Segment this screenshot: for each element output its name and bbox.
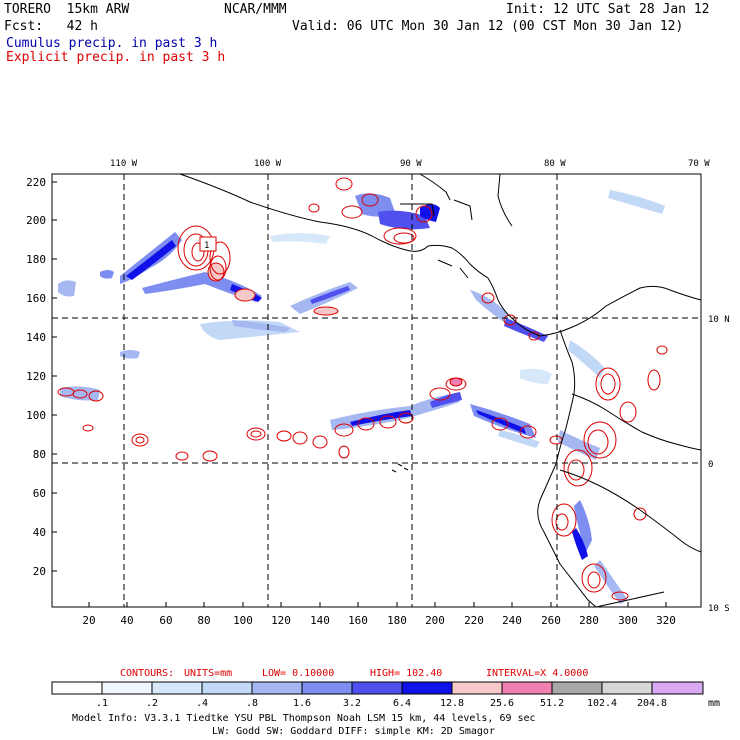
y-tick-label: 200 [26, 214, 46, 227]
x-tick-label: 140 [310, 614, 330, 627]
colorbar-swatch [401, 681, 453, 695]
colorbar-label: 25.6 [490, 698, 514, 709]
colorbar-label: 12.8 [440, 698, 464, 709]
y-tick-label: 120 [26, 370, 46, 383]
y-tick-label: 160 [26, 292, 46, 305]
high-label-box [199, 236, 217, 252]
contours-label: CONTOURS: [120, 668, 174, 679]
lon-label-70w: 70 W [688, 159, 710, 169]
cumulus-precip-shading [58, 190, 665, 604]
contours-interval: INTERVAL=X 4.0000 [486, 668, 588, 679]
colorbar-label: .8 [246, 698, 258, 709]
colorbar-label: 6.4 [393, 698, 411, 709]
colorbar-swatch [51, 681, 103, 695]
colorbar-unit: mm [708, 698, 720, 709]
x-tick-label: 80 [197, 614, 210, 627]
x-tick-label: 180 [387, 614, 407, 627]
colorbar-swatch [351, 681, 403, 695]
y-tick-label: 180 [26, 253, 46, 266]
colorbar-swatch [501, 681, 553, 695]
lon-label-90w: 90 W [400, 159, 422, 169]
colorbar-swatch [101, 681, 153, 695]
contours-high: HIGH= 102.40 [370, 668, 442, 679]
lon-label-110w: 110 W [110, 159, 138, 169]
x-tick-label: 200 [425, 614, 445, 627]
x-ticks [88, 602, 667, 607]
valid-time: Valid: 06 UTC Mon 30 Jan 12 (00 CST Mon … [292, 19, 684, 34]
colorbar-label: 51.2 [540, 698, 564, 709]
y-tick-label: 140 [26, 331, 46, 344]
colorbar-label: .2 [146, 698, 158, 709]
colorbar-label: 204.8 [637, 698, 667, 709]
x-tick-label: 280 [579, 614, 599, 627]
x-tick-label: 160 [348, 614, 368, 627]
graticule [52, 174, 701, 607]
x-tick-label: 220 [464, 614, 484, 627]
y-tick-label: 220 [26, 176, 46, 189]
x-tick-label: 320 [656, 614, 676, 627]
colorbar-swatch [151, 681, 203, 695]
explicit-precip-contours [57, 177, 668, 601]
x-tick-label: 60 [159, 614, 172, 627]
colorbar [51, 681, 704, 695]
cumulus-precip-label: Cumulus precip. in past 3 h [6, 36, 218, 51]
model-title: TORERO 15km ARW [4, 2, 130, 17]
colorbar-swatch [451, 681, 503, 695]
lon-label-100w: 100 W [254, 159, 282, 169]
y-ticks [52, 181, 57, 572]
x-tick-label: 100 [233, 614, 253, 627]
colorbar-swatch [201, 681, 253, 695]
x-tick-label: 260 [541, 614, 561, 627]
forecast-hour: Fcst: 42 h [4, 19, 98, 34]
colorbar-label: 3.2 [343, 698, 361, 709]
lat-label-0: 0 [708, 460, 713, 470]
init-time: Init: 12 UTC Sat 28 Jan 12 [506, 2, 710, 17]
colorbar-label: 1.6 [293, 698, 311, 709]
y-tick-label: 100 [26, 409, 46, 422]
high-label: 1 [204, 241, 209, 251]
contours-low: LOW= 0.10000 [262, 668, 334, 679]
colorbar-swatch [601, 681, 653, 695]
colorbar-swatch [551, 681, 603, 695]
y-tick-label: 80 [33, 448, 46, 461]
colorbar-swatch [651, 681, 704, 695]
colorbar-label: .1 [96, 698, 108, 709]
y-tick-label: 20 [33, 565, 46, 578]
x-tick-label: 40 [120, 614, 133, 627]
colorbar-swatch [301, 681, 353, 695]
colorbar-label: 102.4 [587, 698, 617, 709]
contours-units: UNITS=mm [184, 668, 232, 679]
y-tick-label: 60 [33, 487, 46, 500]
model-info: Model Info: V3.3.1 Tiedtke YSU PBL Thomp… [72, 713, 536, 724]
colorbar-label: .4 [196, 698, 208, 709]
colorbar-swatch [251, 681, 303, 695]
y-tick-label: 40 [33, 526, 46, 539]
explicit-precip-label: Explicit precip. in past 3 h [6, 50, 226, 65]
x-tick-label: 120 [271, 614, 291, 627]
org-label: NCAR/MMM [224, 2, 287, 17]
x-tick-label: 20 [82, 614, 95, 627]
lon-label-80w: 80 W [544, 159, 566, 169]
lat-label-10n: 10 N [708, 315, 730, 325]
lat-label-10s: 10 S [708, 604, 730, 614]
x-tick-label: 300 [618, 614, 638, 627]
x-tick-label: 240 [502, 614, 522, 627]
physics-info: LW: Godd SW: Goddard DIFF: simple KM: 2D… [212, 726, 495, 737]
